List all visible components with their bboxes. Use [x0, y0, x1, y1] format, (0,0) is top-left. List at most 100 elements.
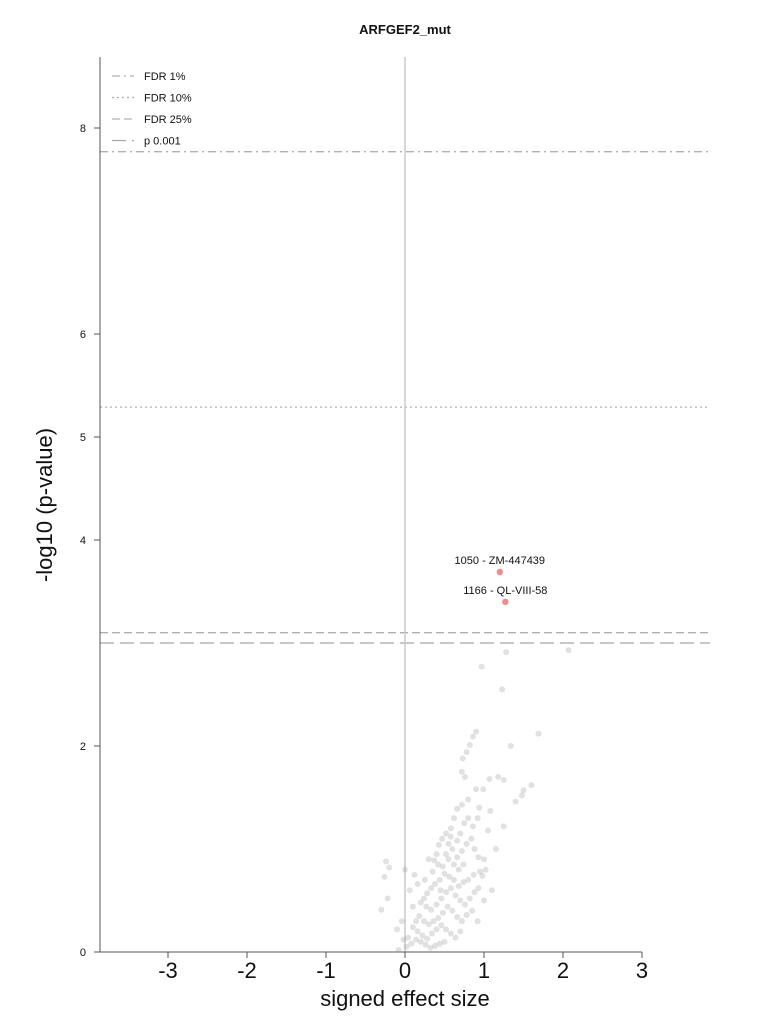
data-point — [414, 928, 421, 935]
data-point — [394, 926, 401, 933]
data-point — [455, 866, 462, 873]
data-point — [469, 733, 476, 740]
x-tick-label: 3 — [636, 958, 648, 983]
data-point — [417, 899, 424, 906]
x-axis-ticks: -3 -2 -1 0 1 2 3 — [158, 952, 648, 983]
data-point — [481, 897, 487, 904]
x-tick-label: 0 — [399, 958, 411, 983]
data-point — [507, 743, 514, 749]
data-point — [465, 876, 472, 883]
data-point — [458, 918, 465, 925]
data-point — [447, 833, 454, 840]
data-point — [470, 871, 477, 878]
data-point — [466, 741, 473, 748]
data-point — [535, 730, 542, 737]
data-point — [488, 887, 495, 894]
data-point — [378, 906, 385, 913]
data-point — [432, 881, 439, 888]
y-tick-label: 0 — [80, 947, 86, 959]
data-point — [475, 885, 482, 892]
data-point — [476, 804, 483, 811]
data-point — [403, 943, 410, 950]
data-point — [428, 885, 435, 892]
data-point — [457, 830, 464, 837]
highlighted-point — [496, 568, 503, 576]
data-point — [443, 851, 450, 858]
data-point — [468, 835, 475, 842]
x-tick-label: -1 — [316, 958, 336, 983]
data-point — [481, 856, 487, 863]
data-point — [428, 930, 435, 937]
data-point — [427, 944, 434, 951]
data-point — [500, 823, 507, 830]
data-point — [421, 876, 428, 883]
data-point — [474, 918, 481, 925]
data-point — [425, 856, 432, 863]
data-point — [444, 903, 451, 910]
data-point — [417, 938, 424, 945]
data-point — [433, 851, 440, 858]
highlighted-points: 1050 - ZM-447439 1166 - QL-VIII-58 — [455, 555, 547, 605]
data-point — [447, 885, 454, 892]
data-point — [458, 848, 465, 855]
data-point — [462, 773, 469, 780]
point-label: 1050 - ZM-447439 — [455, 555, 546, 567]
data-point — [450, 861, 457, 868]
x-tick-label: 1 — [478, 958, 490, 983]
data-point — [424, 890, 431, 897]
data-point — [474, 815, 481, 822]
data-point — [463, 911, 470, 918]
data-point — [482, 866, 489, 873]
data-point — [445, 856, 452, 863]
data-point — [441, 870, 448, 877]
data-point — [408, 940, 415, 947]
data-point — [445, 840, 452, 847]
data-point — [429, 868, 436, 875]
data-point — [439, 863, 446, 870]
data-point — [503, 649, 510, 656]
x-tick-label: 2 — [557, 958, 569, 983]
data-point — [457, 928, 464, 935]
legend-label: p 0.001 — [144, 136, 181, 148]
data-point — [480, 786, 487, 793]
data-point — [454, 805, 461, 812]
data-point — [419, 932, 426, 939]
data-point — [409, 924, 416, 931]
data-point — [455, 883, 462, 890]
data-point — [565, 647, 572, 654]
data-point — [438, 895, 445, 902]
data-point — [465, 796, 472, 803]
data-point — [409, 903, 416, 910]
data-point — [458, 768, 465, 775]
data-point — [406, 887, 413, 894]
data-point — [458, 801, 465, 808]
data-point — [435, 915, 442, 922]
y-tick-label: 4 — [80, 535, 86, 547]
data-point — [469, 823, 476, 830]
data-point — [486, 775, 493, 782]
data-point — [492, 846, 499, 852]
y-tick-label: 5 — [80, 432, 86, 444]
data-point — [520, 787, 527, 794]
data-point — [405, 934, 412, 941]
data-point — [439, 835, 446, 842]
data-point — [381, 873, 388, 880]
data-point — [454, 854, 461, 861]
x-axis-label: signed effect size — [320, 986, 490, 1011]
data-point — [449, 846, 456, 852]
data-point — [477, 868, 484, 875]
data-point — [436, 876, 443, 883]
data-point — [460, 861, 467, 868]
data-point — [433, 926, 440, 933]
legend-label: FDR 10% — [144, 93, 192, 105]
data-point — [463, 840, 470, 847]
data-point — [454, 913, 461, 920]
data-point — [512, 798, 519, 805]
data-point — [454, 837, 461, 844]
y-tick-label: 6 — [80, 329, 86, 341]
data-point — [447, 930, 454, 937]
data-point — [487, 807, 494, 814]
data-point — [450, 876, 457, 883]
data-point — [384, 895, 391, 902]
